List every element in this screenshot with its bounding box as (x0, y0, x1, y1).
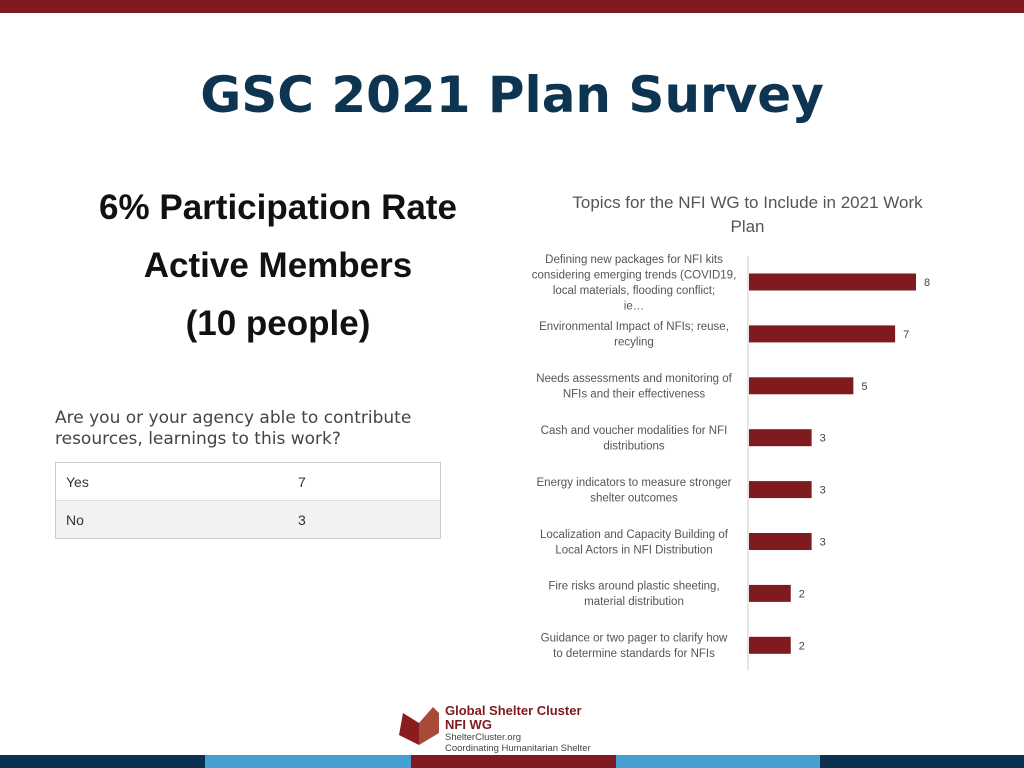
category-label: Needs assessments and monitoring of NFIs … (536, 373, 732, 401)
data-label: 5 (861, 381, 867, 393)
answer-count: 3 (298, 511, 306, 528)
bar (749, 584, 791, 602)
page-title: GSC 2021 Plan Survey (200, 66, 824, 124)
table-row: No 3 (56, 500, 440, 538)
table-row: Yes 7 (56, 463, 440, 500)
bottom-bar-segment (205, 755, 411, 768)
bar (749, 636, 791, 654)
category-label: Fire risks around plastic sheeting, mater… (548, 581, 719, 609)
bar (749, 377, 854, 395)
chart-title: Topics for the NFI WG to Include in 2021… (572, 193, 923, 236)
answer-label: Yes (66, 473, 89, 490)
people-count: (10 people) (185, 304, 371, 343)
bottom-bar-segment (616, 755, 820, 768)
category-label: Guidance or two pager to clarify how to d… (541, 633, 728, 661)
shelter-cluster-logo (399, 707, 439, 745)
active-members: Active Members (143, 246, 413, 285)
data-label: 3 (820, 537, 826, 549)
bar (749, 429, 812, 447)
survey-question: Are you or your agency able to contribut… (55, 408, 412, 449)
data-label: 8 (924, 277, 930, 289)
bottom-bar-segment (411, 755, 616, 768)
data-label: 7 (903, 329, 909, 341)
response-table: Yes 7 No 3 (55, 462, 441, 539)
bar (749, 273, 916, 291)
bar (749, 481, 812, 499)
category-label: Cash and voucher modalities for NFI distr… (541, 425, 728, 453)
category-label: Defining new packages for NFI kits consid… (532, 254, 737, 313)
category-label: Energy indicators to measure stronger she… (537, 477, 732, 505)
top-bar (0, 0, 1024, 13)
data-label: 2 (799, 588, 805, 600)
bottom-bar-segment (820, 755, 1024, 768)
category-label: Environmental Impact of NFIs; reuse, recy… (539, 321, 729, 349)
footer-text: ShelterCluster.org Coordinating Humanitar… (445, 732, 591, 754)
data-label: 3 (820, 485, 826, 497)
participation-rate: 6% Participation Rate (99, 188, 457, 227)
data-label: 2 (799, 640, 805, 652)
bar (749, 533, 812, 550)
bar-chart: 8 Defining new packages for NFI kits consi… (532, 254, 930, 670)
answer-label: No (66, 511, 84, 528)
category-label: Localization and Capacity Building of Loc… (540, 529, 729, 557)
data-label: 3 (820, 433, 826, 445)
bar (749, 325, 896, 343)
footer-org: Global Shelter Cluster NFI WG (445, 703, 582, 732)
bottom-bar-segment (0, 755, 205, 768)
answer-count: 7 (298, 473, 306, 490)
